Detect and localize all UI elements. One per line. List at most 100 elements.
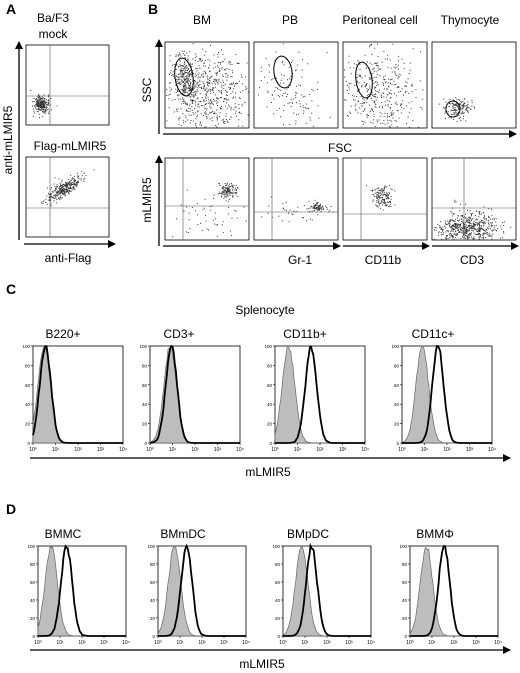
panel-a-ylabel: anti-mLMIR5 (1, 105, 15, 174)
panel-c-plot-3-ytick: 100 (264, 344, 272, 349)
panel-d-plot-4-ytick: 80 (402, 562, 408, 567)
panel-d-label-bmmdc: BMmDC (160, 527, 206, 541)
panel-c-plot-4-ytick: 80 (394, 363, 400, 368)
panel-a-plot1-title-line2: mock (39, 27, 69, 41)
panel-c-plot-1-ytick: 100 (22, 344, 30, 349)
panel-d-plot-3-xtick: 10¹ (301, 640, 309, 646)
panel-c-plot-3-ytick: 20 (267, 422, 273, 427)
panel-b-thymocyte-cells (438, 97, 475, 122)
panel-d-plot-4-ytick: 60 (402, 580, 408, 585)
panel-d-plot-3-isotype (282, 545, 371, 637)
panel-d-plot-1-ytick: 0 (32, 634, 35, 639)
panel-c-plot-3-xtick: 10³ (339, 447, 347, 453)
panel-c-plot-3-xtick: 10¹ (294, 447, 302, 453)
panel-d-plot-1-stained (38, 544, 126, 637)
panel-b-cd3-label: CD3 (460, 253, 484, 267)
panel-b-gr1-label: Gr-1 (288, 253, 312, 267)
panel-b-bm-gate (174, 57, 194, 97)
panel-c-plot-2-ytick: 40 (142, 402, 148, 407)
panel-b-pb-gate (273, 55, 293, 89)
panel-d-plot-2-ytick: 40 (150, 598, 156, 603)
panel-d-plot-1-xtick: 10³ (100, 640, 108, 646)
panel-c-plot-2-ytick: 0 (144, 441, 147, 446)
panel-d-plot-3-ytick: 0 (277, 634, 280, 639)
panel-d-plot-3-ytick: 100 (272, 544, 280, 549)
panel-c-plot-2-xtick: 10⁰ (146, 447, 154, 453)
panel-c-plot-1-ytick: 40 (25, 402, 31, 407)
panel-a-xlabel: anti-Flag (45, 251, 92, 265)
panel-c: C Splenocyte B220+ CD3+ CD11b+ CD11c+ 10… (6, 281, 511, 479)
panel-c-plot-3-xtick: 10⁰ (271, 447, 279, 453)
panel-d-plot-1-ytick: 80 (30, 562, 36, 567)
panel-d-plot-2-xtick: 10¹ (176, 640, 184, 646)
panel-d-plot-2-ytick: 0 (152, 634, 155, 639)
panel-c-plot-4-xtick: 10¹ (421, 447, 429, 453)
panel-b-mlmir5-label: mLMIR5 (140, 177, 154, 223)
panel-b-thymocyte-fsc-ssc-frame (431, 41, 517, 129)
panel-c-plot-4-ytick: 60 (394, 383, 400, 388)
panel-d-xlabel: mLMIR5 (239, 657, 285, 671)
panel-a-plot1-frame (25, 44, 110, 126)
panel-d-plot-2-ytick: 100 (147, 544, 155, 549)
panel-c-plot-1-xtick: 10⁴ (119, 447, 127, 453)
panel-b-pb-gr1-frame (253, 157, 339, 241)
panel-d-plot-4-xtick: 10¹ (428, 640, 436, 646)
panel-c-plot-4-isotype (401, 345, 492, 444)
panel-b-peritoneal-gate (355, 61, 373, 99)
panel-b-peritoneal-cd11b-cluster (366, 184, 396, 211)
panel-a-plot2-title: Flag-mLMIR5 (34, 139, 107, 153)
panel-c-plot-1-isotype (32, 345, 123, 444)
panel-c-plot-2-ytick: 20 (142, 422, 148, 427)
panel-b-ssc-label: SSC (140, 77, 154, 102)
panel-d-plot-2-xtick: 10² (198, 640, 206, 646)
panel-d-plot-2-xtick: 10⁰ (154, 640, 162, 646)
panel-b-cd11b-label: CD11b (365, 253, 402, 267)
panel-b-fsc-label: FSC (328, 141, 352, 155)
panel-c-plot-4-xtick: 10⁴ (488, 447, 496, 453)
panel-c-plot-1-ytick: 60 (25, 383, 31, 388)
panel-b-peritoneal-cells (344, 43, 424, 128)
panel-c-plot-4-ytick: 100 (391, 344, 399, 349)
panel-d-label-bmpdc: BMpDC (287, 527, 329, 541)
panel-c-plot-2-xtick: 10¹ (169, 447, 177, 453)
panel-c-plot-1-ytick: 80 (25, 363, 31, 368)
panel-c-xlabel: mLMIR5 (245, 465, 291, 479)
panel-d-plot-1-ytick: 20 (30, 616, 36, 621)
panel-d-plot-3-xtick: 10³ (345, 640, 353, 646)
panel-c-plot-3-ytick: 60 (267, 383, 273, 388)
panel-d-plot-4-ytick: 0 (404, 634, 407, 639)
panel-b-bm-gr1-cluster (213, 182, 239, 202)
panel-c-plot-2-xtick: 10² (191, 447, 199, 453)
panel-b-pb-cells (258, 43, 331, 127)
panel-c-letter: C (6, 281, 16, 297)
panel-d-plot-3-stained (283, 542, 371, 637)
panel-b-thymocyte-cd3-frame (431, 157, 517, 241)
panel-d-plot-1-xtick: 10² (78, 640, 86, 646)
panel-d-plot-2-stained (158, 543, 246, 637)
panel-d-plot-4-stained (410, 544, 498, 637)
panel-c-plot-1-xtick: 10² (74, 447, 82, 453)
panel-a-plot2-frame (25, 156, 110, 238)
panel-b-peritoneal-fsc-ssc-frame (342, 41, 428, 129)
panel-b-bottom-dots (172, 182, 512, 240)
panel-b-bm-cells (166, 43, 249, 128)
panel-c-plot-1-xtick: 10³ (97, 447, 105, 453)
panel-c-plot-3-isotype (274, 345, 365, 444)
panel-c-plot-1-ytick: 0 (27, 441, 30, 446)
panel-a-plot2-dots (41, 169, 95, 207)
panel-c-plot-2-isotype (149, 344, 240, 444)
panel-c-title: Splenocyte (235, 303, 295, 317)
panel-d-plot-3-ytick: 40 (275, 598, 281, 603)
panel-d-plot-1-ytick: 40 (30, 598, 36, 603)
panel-b-thymocyte-gate (445, 100, 461, 118)
panel-d-plot-4-xtick: 10³ (472, 640, 480, 646)
panel-c-plot-2-ytick: 60 (142, 383, 148, 388)
panel-b-col-peritoneal: Peritoneal cell (342, 13, 417, 27)
panel-c-plot-3-xtick: 10⁴ (361, 447, 369, 453)
panel-d-plot-4-isotype (409, 547, 498, 637)
